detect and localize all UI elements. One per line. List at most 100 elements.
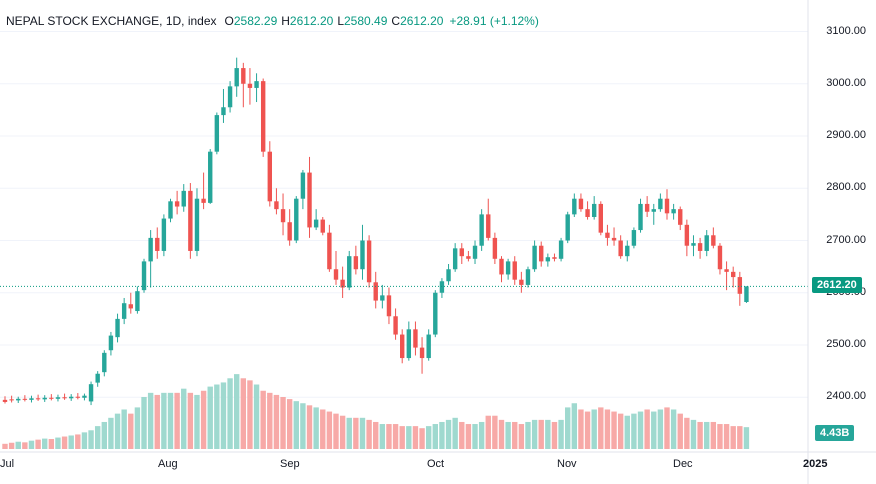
volume-bar — [333, 413, 339, 449]
volume-bar — [161, 392, 167, 449]
candle-up — [347, 256, 352, 288]
volume-bar — [174, 392, 180, 449]
candle-up — [545, 257, 551, 262]
volume-bar — [147, 392, 154, 449]
volume-bar — [353, 417, 359, 449]
candle-up — [300, 172, 306, 199]
candle-up — [221, 107, 226, 116]
candle-down — [731, 271, 736, 278]
candle-down — [188, 190, 193, 251]
volume-bar — [459, 421, 465, 449]
close-value: 2612.20 — [400, 14, 444, 28]
candle-down — [492, 237, 498, 259]
candle-down — [22, 398, 28, 400]
volume-bar — [684, 417, 690, 449]
candle-down — [9, 399, 14, 401]
volume-bar — [452, 417, 458, 449]
volume-bar — [366, 419, 372, 449]
volume-bar — [286, 399, 293, 449]
candle-down — [307, 172, 312, 228]
candle-up — [88, 384, 94, 402]
symbol-legend: NEPAL STOCK EXCHANGE, 1D, index O 2582.29… — [6, 14, 539, 28]
volume-bar — [300, 403, 306, 449]
candle-up — [42, 397, 47, 400]
volume-bar — [439, 421, 445, 449]
volume-bar — [604, 409, 611, 449]
candle-down — [486, 214, 491, 238]
volume-bar — [181, 388, 187, 449]
candle-down — [366, 240, 372, 283]
volume-bar — [723, 424, 730, 449]
candle-down — [678, 209, 683, 225]
volume-bar — [214, 384, 220, 449]
candle-up — [95, 373, 100, 383]
volume-bar — [591, 409, 597, 449]
time-tick-label: Oct — [427, 458, 445, 470]
change-value: +28.91 (+1.12%) — [449, 14, 539, 28]
volume-bar — [108, 417, 114, 449]
candle-up — [658, 198, 663, 210]
candle-down — [499, 258, 504, 275]
candle-down — [386, 295, 392, 317]
candle-up — [572, 198, 577, 215]
candle-up — [108, 335, 114, 351]
volume-bar — [94, 426, 101, 449]
volume-bar — [485, 415, 491, 449]
candle-down — [419, 347, 425, 359]
volume-bars — [2, 374, 750, 449]
price-tick-label: 2700.00 — [826, 233, 866, 246]
chart-gridlines — [0, 31, 808, 398]
volume-bar — [670, 409, 677, 449]
volume-bar — [267, 392, 273, 449]
volume-bar — [200, 390, 207, 449]
candle-down — [400, 334, 405, 359]
candle-up — [591, 203, 597, 217]
volume-bar — [8, 442, 15, 449]
volume-bar — [61, 436, 68, 449]
volume-bar — [538, 419, 544, 449]
candle-up — [505, 261, 511, 275]
candle-down — [393, 316, 398, 335]
volume-bar — [525, 421, 531, 449]
volume-bar — [445, 419, 452, 449]
volume-bar — [518, 424, 525, 449]
volume-bar — [253, 384, 260, 449]
candle-up — [472, 245, 478, 259]
candle-down — [466, 256, 471, 259]
candle-down — [459, 248, 464, 257]
candle-up — [121, 303, 127, 319]
candle-down — [320, 219, 325, 233]
volume-bar — [247, 380, 253, 449]
price-tick-label: 2500.00 — [826, 338, 866, 350]
volume-bar — [207, 386, 213, 449]
candle-down — [373, 282, 378, 301]
candle-down — [267, 151, 272, 202]
volume-bar — [346, 417, 352, 449]
volume-bar — [657, 409, 664, 449]
candle-up — [214, 115, 220, 152]
candle-up — [234, 68, 239, 87]
candle-up — [161, 218, 167, 251]
candle-down — [260, 81, 266, 152]
price-tick-label: 3100.00 — [826, 24, 866, 37]
candle-down — [247, 83, 253, 88]
candle-down — [585, 209, 590, 217]
candle-up — [631, 230, 637, 246]
volume-bar — [273, 394, 280, 449]
candle-up — [135, 291, 140, 312]
volume-bar — [167, 392, 174, 449]
volume-bar — [379, 424, 386, 449]
volume-bar — [512, 421, 518, 449]
candle-up — [439, 281, 445, 293]
candle-down — [35, 398, 41, 400]
candle-up — [102, 352, 107, 373]
volume-bar — [392, 424, 399, 449]
volume-bar — [35, 439, 41, 449]
price-candles — [2, 57, 749, 406]
low-value: 2580.49 — [344, 14, 388, 28]
candle-up — [479, 214, 484, 246]
volume-bar — [141, 397, 147, 449]
volume-bar — [664, 407, 670, 449]
close-label: C — [391, 14, 401, 28]
